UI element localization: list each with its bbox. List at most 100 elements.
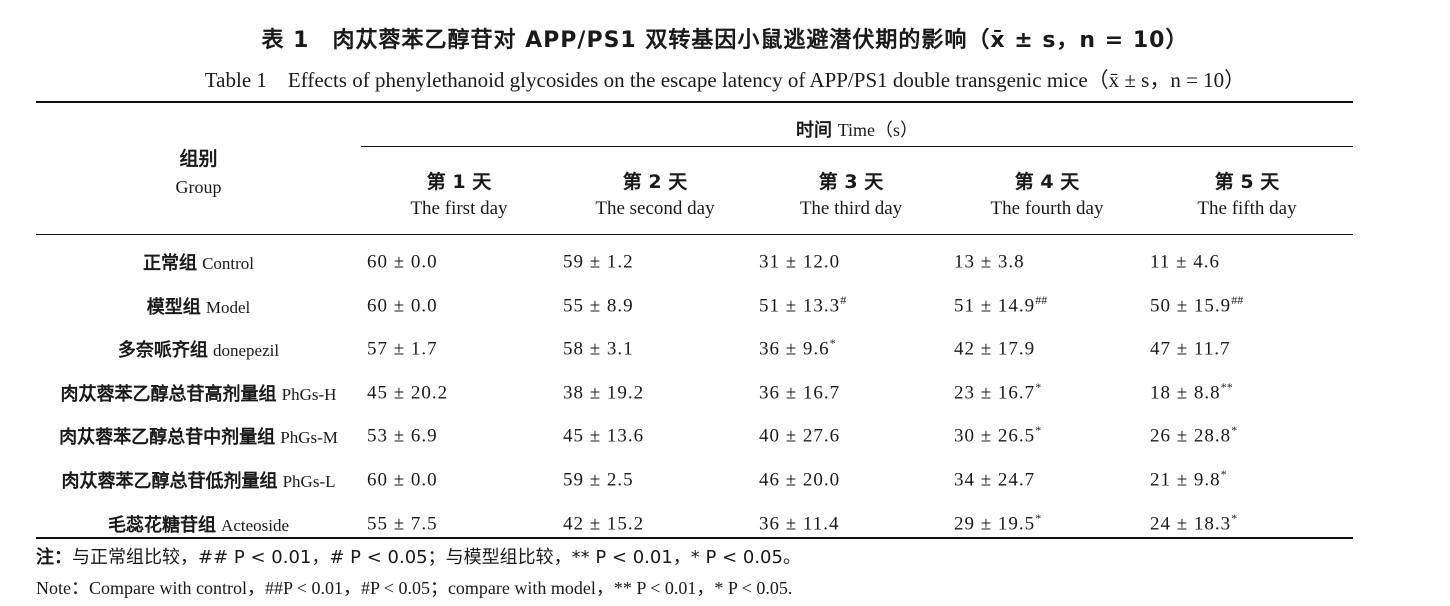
cell-significance-mark: *	[1035, 423, 1042, 438]
row-group-cn: 毛蕊花糖苷组	[107, 514, 216, 536]
group-header-cn: 组别	[179, 148, 218, 170]
day-header-5: 第 5 天 The fifth day	[1149, 167, 1345, 220]
row-group-label: 多奈哌齐组 donepezil	[36, 336, 361, 362]
table-row: 肉苁蓉苯乙醇总苷低剂量组 PhGs-L 60 ± 0.0 59 ± 2.5 46 ± …	[36, 459, 1353, 499]
cell-mean-sd: 18 ± 8.8	[1150, 382, 1221, 404]
row-group-label: 肉苁蓉苯乙醇总苷高剂量组 PhGs-H	[36, 380, 361, 406]
cell-mean-sd: 51 ± 13.3	[759, 294, 841, 316]
cell-value: 59 ± 2.5	[563, 467, 634, 491]
row-group-en: PhGs-L	[282, 472, 336, 491]
cell-value: 60 ± 0.0	[367, 293, 438, 317]
cell-mean-sd: 45 ± 20.2	[367, 382, 449, 404]
table-row: 多奈哌齐组 donepezil 57 ± 1.7 58 ± 3.1 36 ± 9.6*…	[36, 328, 1353, 368]
table-title-en: Table 1 Effects of phenylethanoid glycos…	[204, 68, 1246, 92]
day-header-cn: 第 4 天	[1014, 171, 1080, 193]
cell-value: 13 ± 3.8	[954, 249, 1025, 273]
footnote-cn-lead: 注：	[36, 547, 72, 568]
row-group-cn: 肉苁蓉苯乙醇总苷高剂量组	[60, 383, 277, 405]
row-group-en: donepezil	[213, 341, 280, 361]
cell-value: 31 ± 12.0	[759, 249, 840, 273]
row-group-en: Acteoside	[221, 515, 290, 535]
cell-value: 57 ± 1.7	[367, 336, 438, 360]
table-row: 肉苁蓉苯乙醇总苷高剂量组 PhGs-H 45 ± 20.2 38 ± 19.2 36 …	[36, 372, 1353, 412]
cell-value: 55 ± 7.5	[367, 511, 438, 535]
cell-mean-sd: 60 ± 0.0	[367, 469, 438, 491]
row-group-cn: 肉苁蓉苯乙醇总苷中剂量组	[59, 427, 276, 449]
day-header-en: The second day	[595, 198, 715, 219]
time-header: 时间 Time（s）	[361, 116, 1353, 142]
group-header-en: Group	[175, 177, 222, 197]
cell-mean-sd: 46 ± 20.0	[759, 469, 841, 491]
cell-value: 42 ± 17.9	[954, 336, 1035, 360]
cell-significance-mark: #	[840, 292, 847, 307]
cell-mean-sd: 59 ± 1.2	[563, 251, 634, 273]
cell-value: 30 ± 26.5*	[954, 423, 1041, 447]
bottom-rule	[36, 537, 1353, 539]
row-group-cn: 模型组	[146, 296, 201, 318]
row-group-en: PhGs-H	[281, 384, 337, 404]
day-header-4: 第 4 天 The fourth day	[949, 167, 1145, 220]
cell-mean-sd: 40 ± 27.6	[759, 425, 841, 447]
cell-mean-sd: 13 ± 3.8	[954, 251, 1025, 273]
footnote-cn-text: 与正常组比较，## P < 0.01，# P < 0.05；与模型组比较，** …	[72, 547, 801, 568]
cell-value: 42 ± 15.2	[563, 511, 644, 535]
cell-mean-sd: 42 ± 15.2	[563, 512, 645, 534]
cell-mean-sd: 36 ± 16.7	[759, 382, 841, 404]
table-title-cn: 表 1 肉苁蓉苯乙醇苷对 APP/PS1 双转基因小鼠逃避潜伏期的影响（x̄ ±…	[261, 28, 1189, 53]
footnote-en: Note：Compare with control，##P < 0.01，#P …	[36, 578, 793, 598]
cell-mean-sd: 24 ± 18.3	[1150, 512, 1232, 534]
day-header-cn: 第 3 天	[818, 171, 884, 193]
day-header-en: The first day	[410, 198, 508, 219]
day-header-2: 第 2 天 The second day	[557, 167, 753, 220]
day-header-1: 第 1 天 The first day	[361, 167, 557, 220]
group-header: 组别 Group	[36, 144, 361, 198]
cell-mean-sd: 42 ± 17.9	[954, 338, 1036, 360]
cell-mean-sd: 55 ± 8.9	[563, 294, 634, 316]
cell-mean-sd: 36 ± 11.4	[759, 512, 840, 534]
cell-mean-sd: 57 ± 1.7	[367, 338, 438, 360]
cell-value: 38 ± 19.2	[563, 380, 644, 404]
day-header-cn: 第 1 天	[426, 171, 492, 193]
cell-mean-sd: 31 ± 12.0	[759, 251, 841, 273]
row-group-en: PhGs-M	[280, 428, 338, 448]
top-rule	[36, 101, 1353, 103]
cell-mean-sd: 53 ± 6.9	[367, 425, 438, 447]
table-row: 毛蕊花糖苷组 Acteoside 55 ± 7.5 42 ± 15.2 36 ± 11…	[36, 503, 1353, 543]
row-group-label: 肉苁蓉苯乙醇总苷中剂量组 PhGs-M	[36, 423, 361, 449]
cell-mean-sd: 38 ± 19.2	[563, 382, 645, 404]
cell-mean-sd: 59 ± 2.5	[563, 469, 634, 491]
cell-value: 47 ± 11.7	[1150, 336, 1230, 360]
cell-significance-mark: *	[1035, 510, 1042, 525]
day-header-3: 第 3 天 The third day	[753, 167, 949, 220]
cell-mean-sd: 60 ± 0.0	[367, 294, 438, 316]
cell-value: 36 ± 9.6*	[759, 336, 836, 360]
cell-significance-mark: *	[1231, 423, 1238, 438]
day-header-en: The fourth day	[990, 198, 1104, 219]
cell-mean-sd: 51 ± 14.9	[954, 294, 1036, 316]
day-header-cn: 第 2 天	[622, 171, 688, 193]
cell-value: 51 ± 13.3#	[759, 293, 846, 317]
cell-mean-sd: 45 ± 13.6	[563, 425, 645, 447]
cell-significance-mark: ##	[1231, 292, 1244, 307]
time-header-en: Time（s）	[837, 120, 919, 140]
row-group-label: 毛蕊花糖苷组 Acteoside	[36, 511, 361, 537]
time-header-cn: 时间	[795, 120, 832, 141]
cell-value: 45 ± 20.2	[367, 380, 448, 404]
cell-mean-sd: 50 ± 15.9	[1150, 294, 1232, 316]
header-rule	[36, 234, 1353, 235]
cell-value: 60 ± 0.0	[367, 467, 438, 491]
cell-value: 46 ± 20.0	[759, 467, 840, 491]
cell-value: 24 ± 18.3*	[1150, 511, 1237, 535]
row-group-label: 肉苁蓉苯乙醇总苷低剂量组 PhGs-L	[36, 467, 361, 493]
cell-significance-mark: **	[1220, 379, 1233, 394]
day-header-cn: 第 5 天	[1214, 171, 1280, 193]
cell-significance-mark: *	[829, 336, 836, 351]
row-group-cn: 肉苁蓉苯乙醇总苷低剂量组	[61, 471, 278, 492]
time-subrule	[361, 146, 1353, 147]
cell-significance-mark: *	[1035, 379, 1042, 394]
cell-value: 40 ± 27.6	[759, 423, 840, 447]
cell-mean-sd: 11 ± 4.6	[1150, 251, 1220, 273]
cell-value: 45 ± 13.6	[563, 423, 644, 447]
cell-mean-sd: 34 ± 24.7	[954, 469, 1036, 491]
cell-value: 53 ± 6.9	[367, 423, 438, 447]
